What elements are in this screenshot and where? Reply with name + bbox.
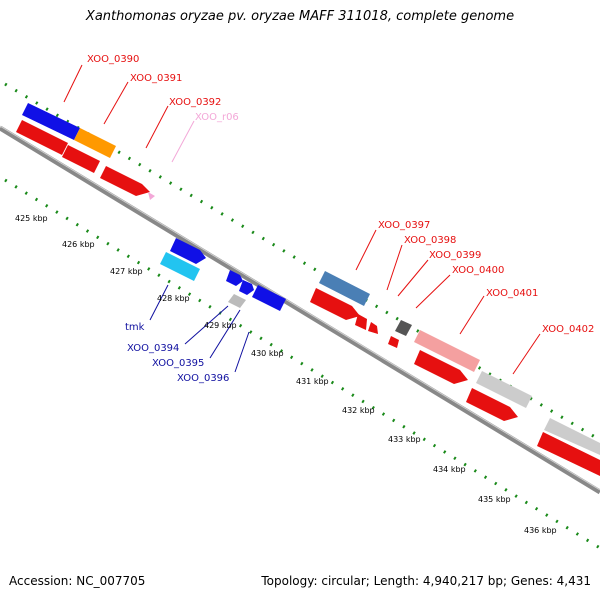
gene-xoo-0400-reverse[interactable]	[414, 350, 468, 384]
kbp-tick-label: 426 kbp	[62, 240, 95, 249]
gene-small-gray[interactable]	[395, 320, 412, 336]
kbp-tick-label: 427 kbp	[110, 267, 143, 276]
top-gene-labels: XOO_0390 XOO_0391 XOO_0392 XOO_r06 XOO_0…	[87, 54, 594, 335]
kbp-tick-label: 436 kbp	[524, 526, 557, 535]
label-xoo-0402[interactable]: XOO_0402	[542, 324, 594, 335]
bottom-label-leaders	[149, 284, 250, 373]
gene-xoo-0400[interactable]	[414, 330, 480, 372]
label-xoo-0392[interactable]: XOO_0392	[169, 97, 221, 108]
gene-xoo-0396[interactable]	[252, 285, 286, 311]
gene-xoo-0397[interactable]	[310, 288, 360, 320]
trna-xoo-r06[interactable]	[148, 192, 155, 200]
label-xoo-0401[interactable]: XOO_0401	[486, 288, 538, 299]
kbp-tick-label: 434 kbp	[433, 465, 466, 474]
gene-xoo-0396b[interactable]	[228, 294, 246, 308]
kbp-tick-label: 432 kbp	[342, 406, 375, 415]
label-xoo-0394[interactable]: XOO_0394	[127, 343, 179, 354]
gene-xoo-0395[interactable]	[239, 280, 254, 295]
genome-backbone	[0, 125, 600, 495]
gene-xoo-0401[interactable]	[476, 371, 532, 408]
label-xoo-0398[interactable]: XOO_0398	[404, 235, 456, 246]
label-tmk[interactable]: tmk	[125, 322, 145, 333]
kbp-tick-label: 430 kbp	[251, 349, 284, 358]
gene-xoo-0402[interactable]	[544, 418, 600, 455]
gene-xoo-0391[interactable]	[74, 128, 116, 158]
gene-small-red[interactable]	[388, 336, 399, 348]
kbp-tick-label: 425 kbp	[15, 214, 48, 223]
kbp-tick-label: 431 kbp	[296, 377, 329, 386]
gene-xoo-0394[interactable]	[226, 270, 243, 286]
map-title: Xanthomonas oryzae pv. oryzae MAFF 31101…	[85, 9, 515, 24]
gene-xoo-0398[interactable]	[355, 314, 367, 330]
gene-xoo-0399[interactable]	[368, 322, 378, 334]
kbp-scale: 425 kbp 426 kbp 427 kbp 428 kbp 429 kbp …	[15, 214, 557, 535]
bottom-gene-labels: tmk XOO_0394 XOO_0395 XOO_0396	[125, 322, 229, 384]
kbp-tick-label: 428 kbp	[157, 294, 190, 303]
genome-summary: Topology: circular; Length: 4,940,217 bp…	[261, 574, 591, 588]
label-xoo-0400[interactable]: XOO_0400	[452, 265, 504, 276]
forward-strand-genes	[22, 103, 600, 455]
gene-xoo-0391-reverse[interactable]	[62, 145, 100, 173]
inner-dotted-track	[4, 178, 600, 550]
kbp-tick-label: 433 kbp	[388, 435, 421, 444]
label-xoo-0390[interactable]: XOO_0390	[87, 54, 139, 65]
kbp-tick-label: 429 kbp	[204, 321, 237, 330]
genome-backbone-highlight	[0, 125, 600, 491]
gene-xoo-0393[interactable]	[170, 238, 206, 264]
gene-xoo-0392[interactable]	[100, 166, 150, 196]
gene-tmk[interactable]	[160, 252, 200, 281]
gene-xoo-0390[interactable]	[16, 120, 68, 155]
label-xoo-0397[interactable]: XOO_0397	[378, 220, 430, 231]
reverse-strand-genes	[16, 120, 600, 476]
accession-text: Accession: NC_007705	[9, 574, 146, 588]
inner-genes	[160, 238, 286, 311]
label-xoo-r06[interactable]: XOO_r06	[195, 112, 239, 123]
label-xoo-0391[interactable]: XOO_0391	[130, 73, 182, 84]
label-xoo-0395[interactable]: XOO_0395	[152, 358, 204, 369]
label-xoo-0399[interactable]: XOO_0399	[429, 250, 481, 261]
gene-xoo-0390-forward[interactable]	[22, 103, 80, 140]
label-xoo-0396[interactable]: XOO_0396	[177, 373, 229, 384]
gene-xoo-0397-forward[interactable]	[319, 271, 370, 306]
top-label-leaders	[63, 64, 541, 375]
gene-xoo-0401-reverse[interactable]	[466, 388, 518, 421]
gene-xoo-0402-reverse[interactable]	[537, 432, 600, 476]
kbp-tick-label: 435 kbp	[478, 495, 511, 504]
